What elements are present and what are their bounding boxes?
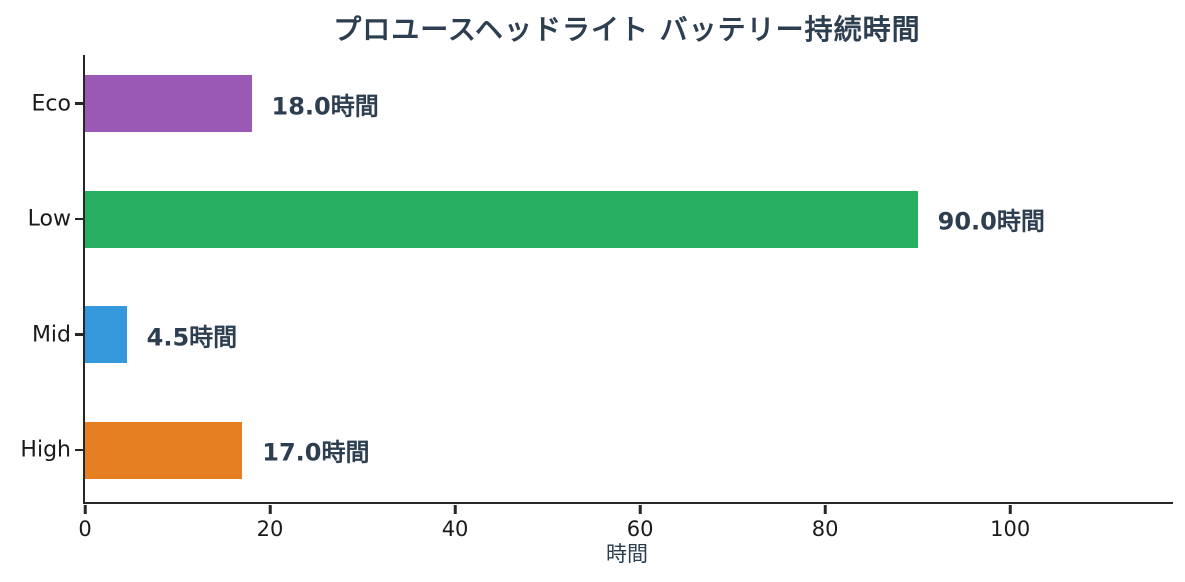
x-axis-tick-0 (83, 504, 87, 514)
x-axis-tick-label-20: 20 (256, 517, 284, 541)
x-axis-tick-80 (823, 504, 827, 514)
bar-value-label-mid: 4.5時間 (146, 323, 238, 351)
x-axis-tick-60 (638, 504, 642, 514)
bar-value-label-high: 17.0時間 (262, 438, 370, 467)
bar-low (85, 190, 918, 248)
x-axis-tick-label-40: 40 (441, 517, 469, 541)
y-axis-tick-label-low: Low (27, 206, 71, 232)
x-axis-tick-100 (1008, 504, 1012, 514)
y-axis-tick-eco (75, 102, 83, 105)
bar-value-label-low: 90.0時間 (937, 207, 1045, 236)
y-axis-tick-label-mid: Mid (31, 322, 71, 347)
bar-value-label-eco: 18.0時間 (271, 92, 379, 120)
x-axis-tick-label-0: 0 (78, 517, 92, 541)
x-axis-label: 時間 (606, 542, 648, 566)
bar-high (85, 421, 243, 479)
bar-mid (85, 306, 127, 363)
x-axis-tick-label-100: 100 (990, 517, 1031, 541)
y-axis-tick-high (75, 448, 83, 452)
chart-title: プロユースヘッドライト バッテリー持続時間 (333, 13, 921, 46)
y-axis-tick-mid (75, 333, 83, 336)
x-axis-tick-label-60: 60 (626, 517, 654, 541)
y-axis-tick-label-eco: Eco (31, 91, 71, 116)
bar-eco (85, 75, 252, 132)
x-axis-tick-40 (453, 504, 457, 514)
y-axis-tick-low (75, 217, 83, 221)
y-axis-tick-label-high: High (20, 437, 71, 463)
plot-area: 18.0時間 90.0時間 4.5時間 17.0時間 0 20 40 60 80 100 Eco… (20, 55, 1173, 541)
x-axis-tick-label-80: 80 (811, 517, 839, 541)
x-axis-tick-20 (268, 504, 272, 514)
